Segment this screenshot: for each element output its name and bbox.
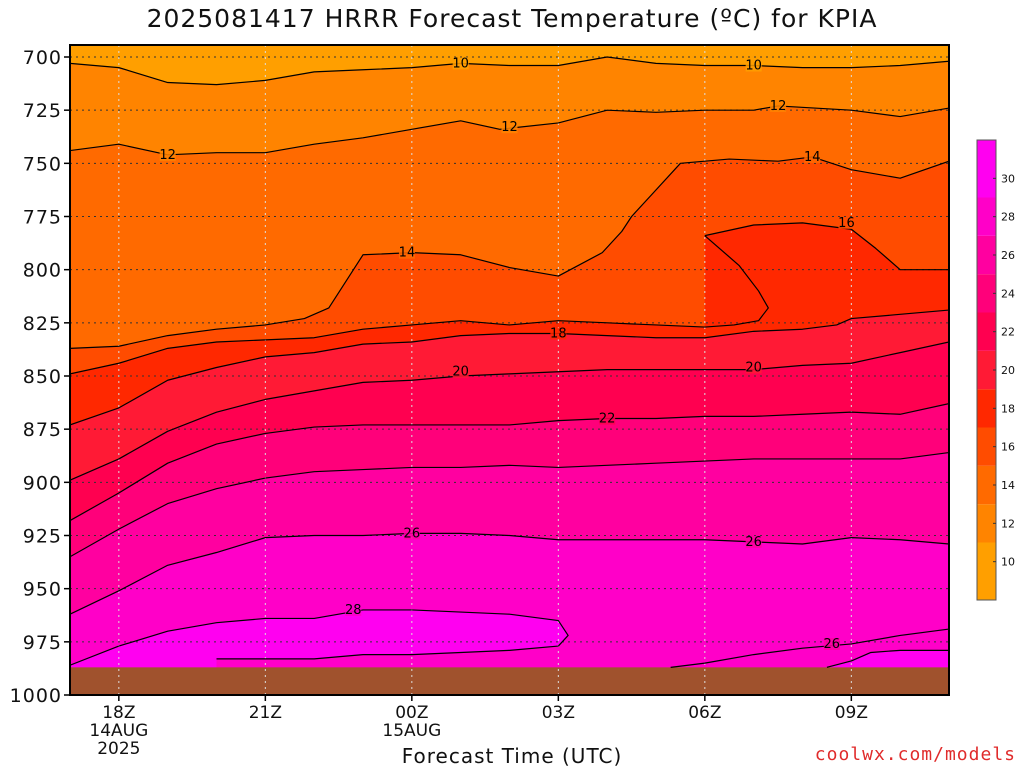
x-tick-date: 15AUG [382,721,441,741]
contour-16 [704,222,949,271]
contour-label-bg [745,361,762,374]
y-tick-label: 750 [23,153,62,175]
colorbar-band [977,350,996,390]
contour-label-bg [770,99,787,112]
chart-title: 2025081417 HRRR Forecast Temperature (ºC… [146,4,878,33]
contour-label: 12 [770,99,787,114]
contour-30 [826,649,949,668]
colorbar-band [977,235,996,275]
colorbar-tick-label: 28 [1001,211,1015,224]
contour-label-bg [159,148,176,161]
contour-20 [70,341,949,481]
contour-label: 22 [599,412,616,427]
y-tick-label: 950 [23,579,62,601]
x-tick-label: 00Z [395,703,428,723]
colorbar-tick-label: 18 [1001,402,1015,415]
x-tick-year: 2025 [97,739,140,759]
contour-label-bg [838,216,855,229]
contour-label-bg [403,527,420,540]
contour-label: 26 [824,637,841,652]
contour-label-bg [398,246,415,259]
colorbar-band [977,312,996,351]
contour-label: 26 [404,526,421,541]
contour-26 [70,532,949,615]
contour-label-bg [452,365,469,378]
contour-26 [670,628,949,668]
y-tick-label: 850 [23,366,62,388]
contour-label-bg [823,637,840,650]
contour-label: 16 [838,216,855,231]
contour-label-bg [550,327,567,340]
colorbar-band [977,504,996,543]
x-axis-label: Forecast Time (UTC) [401,744,623,768]
y-tick-label: 1000 [10,685,62,707]
x-tick-label: 06Z [688,703,721,723]
contour-22 [70,403,949,522]
colorbar-tick-label: 26 [1001,249,1015,262]
contour-16 [70,235,769,375]
contour-label: 14 [804,150,821,165]
colorbar-band [977,197,996,236]
colorbar-band [977,140,996,198]
contour-label-bg [745,535,762,548]
contour-label: 28 [345,603,362,618]
y-tick-label: 700 [23,47,62,69]
y-tick-label: 725 [23,100,62,122]
contour-label: 26 [745,535,762,550]
colorbar-tick-label: 16 [1001,441,1015,454]
contour-label: 18 [550,326,567,341]
colorbar-tick-label: 22 [1001,326,1015,339]
contour-label-bg [452,57,469,70]
contour-label: 10 [452,56,469,71]
contour-label-bg [599,412,616,425]
credit-text: coolwx.com/models [814,744,1016,765]
colorbar-band [977,427,996,466]
contour-label: 14 [399,246,416,261]
colorbar-tick-label: 12 [1001,517,1015,530]
contour-18 [70,309,949,426]
colorbar-band [977,389,996,428]
colorbar-tick-label: 24 [1001,287,1015,300]
contour-label: 20 [452,365,469,380]
contour-label-bg [804,150,821,163]
x-tick-label: 21Z [249,703,282,723]
plot-frame [69,44,950,696]
contour-28 [70,609,569,666]
y-tick-label: 900 [23,472,62,494]
colorbar-band [977,542,996,600]
y-tick-label: 975 [23,632,62,654]
contour-10 [70,56,949,86]
contour-label-bg [345,603,362,616]
contour-label-bg [745,59,762,72]
x-tick-date: 14AUG [89,721,148,741]
colorbar-tick-label: 20 [1001,364,1015,377]
y-tick-label: 875 [23,419,62,441]
contour-label: 12 [501,120,518,135]
y-tick-label: 925 [23,526,62,548]
y-tick-label: 775 [23,207,62,229]
colorbar-tick-label: 14 [1001,479,1015,492]
x-tick-label: 18Z [102,703,135,723]
contour-24 [70,451,949,558]
contour-label-bg [501,121,518,134]
colorbar-tick-label: 30 [1001,172,1015,185]
contour-label: 12 [159,148,176,163]
colorbar-tick-label: 10 [1001,556,1015,569]
colorbar-band [977,465,996,505]
contour-label: 10 [745,59,762,74]
x-tick-label: 09Z [835,703,868,723]
contour-label: 20 [745,360,762,375]
y-tick-label: 800 [23,260,62,282]
ground-area [70,667,949,695]
colorbar-band [977,274,996,313]
y-tick-label: 825 [23,313,62,335]
x-tick-label: 03Z [542,703,575,723]
contour-14 [70,156,949,349]
